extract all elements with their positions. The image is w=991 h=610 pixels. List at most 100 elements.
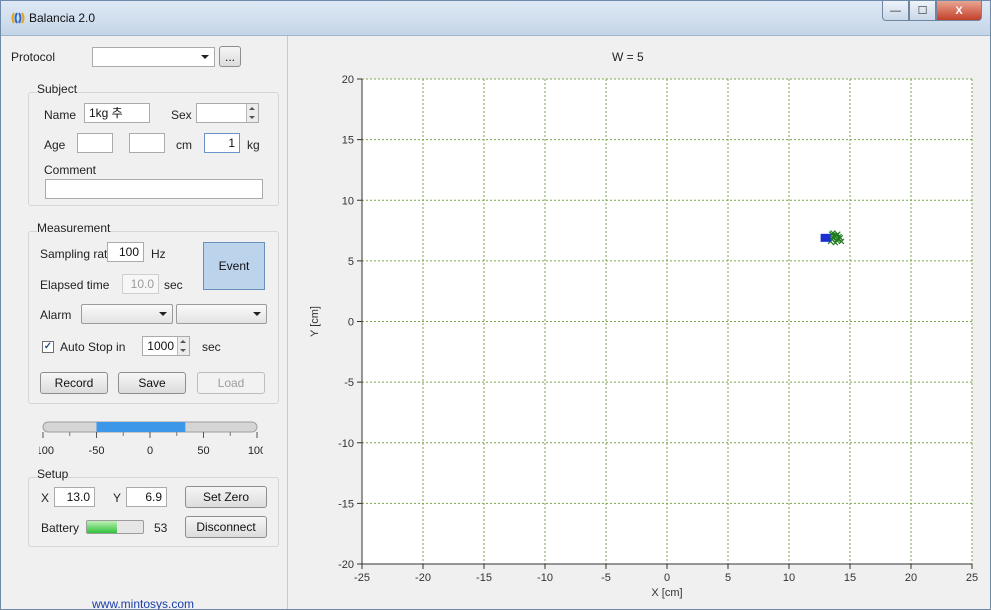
down-arrow-icon — [180, 349, 186, 352]
x-tick-label: 5 — [725, 572, 731, 584]
subject-title: Subject — [37, 82, 78, 96]
app-logo-icon — [11, 12, 25, 24]
auto-stop-checkbox[interactable]: ✓ — [42, 341, 54, 353]
range-slider[interactable]: -100 -50 0 50 100 — [39, 418, 263, 464]
trace-point — [829, 234, 836, 241]
title-bar[interactable]: Balancia 2.0 — ☐ X — [1, 1, 990, 36]
load-button: Load — [197, 372, 265, 394]
range-selection[interactable] — [96, 422, 186, 432]
y-tick-label: 10 — [342, 195, 354, 207]
name-input[interactable]: 1kg 추 — [84, 103, 150, 123]
y-label: Y — [113, 491, 122, 505]
y-tick-label: -15 — [338, 498, 354, 510]
y-tick-label: -20 — [338, 559, 354, 571]
alarm-label: Alarm — [40, 308, 72, 322]
x-value: 13.0 — [54, 487, 95, 507]
maximize-button[interactable]: ☐ — [909, 1, 936, 21]
comment-input[interactable] — [45, 179, 263, 199]
weight-unit: kg — [247, 138, 260, 152]
event-button[interactable]: Event — [203, 242, 265, 290]
chevron-down-icon — [159, 312, 167, 316]
up-arrow-icon — [180, 340, 186, 343]
elapsed-time-input: 10.0 — [122, 274, 159, 294]
set-zero-button[interactable]: Set Zero — [185, 486, 267, 508]
x-tick-label: -20 — [415, 572, 431, 584]
chevron-down-icon — [253, 312, 261, 316]
x-tick-label: 0 — [664, 572, 670, 584]
y-axis-label: Y [cm] — [309, 306, 321, 337]
age-input[interactable] — [77, 133, 113, 153]
x-tick-label: 25 — [966, 572, 978, 584]
protocol-dropdown[interactable] — [92, 47, 215, 67]
y-tick-label: 15 — [342, 135, 354, 147]
sampling-rate-unit: Hz — [151, 247, 166, 261]
auto-stop-unit: sec — [202, 340, 221, 354]
x-tick-label: -25 — [354, 572, 370, 584]
range-tick-label: -100 — [39, 445, 54, 457]
trace-point — [834, 236, 841, 242]
range-tick-label: 100 — [248, 445, 263, 457]
range-tick-label: -50 — [89, 445, 105, 457]
y-tick-label: -10 — [338, 438, 354, 450]
elapsed-time-unit: sec — [164, 278, 183, 292]
x-tick-label: -10 — [537, 572, 553, 584]
range-tick-label: 0 — [147, 445, 153, 457]
protocol-label: Protocol — [11, 50, 56, 64]
chevron-down-icon — [201, 55, 209, 59]
x-tick-label: 15 — [844, 572, 856, 584]
height-input[interactable] — [129, 133, 165, 153]
battery-fill — [87, 521, 117, 533]
battery-value: 53 — [154, 521, 168, 535]
sampling-rate-input[interactable]: 100 — [107, 242, 144, 262]
trace-point — [833, 232, 840, 239]
record-button[interactable]: Record — [40, 372, 108, 394]
window-title: Balancia 2.0 — [29, 11, 96, 25]
trace-point — [838, 238, 845, 245]
up-arrow-icon — [249, 107, 255, 110]
close-button[interactable]: X — [936, 1, 982, 21]
x-tick-label: 10 — [783, 572, 795, 584]
y-tick-label: 5 — [348, 256, 354, 268]
disconnect-button[interactable]: Disconnect — [185, 516, 267, 538]
cop-marker — [820, 233, 831, 242]
range-tick-label: 50 — [197, 445, 209, 457]
setup-title: Setup — [37, 467, 69, 481]
sex-label: Sex — [171, 108, 192, 122]
sex-stepper[interactable] — [246, 104, 258, 122]
subject-group: Subject Name 1kg 추 Sex Age cm 1 kg Comme… — [28, 82, 279, 206]
plot-header: W = 5 — [612, 50, 644, 64]
comment-label: Comment — [44, 163, 97, 177]
auto-stop-label: Auto Stop in — [60, 340, 126, 354]
auto-stop-value: 1000 — [147, 339, 174, 353]
name-label: Name — [44, 108, 77, 122]
cop-chart[interactable]: -25 -20 -15 -10 -5 0 5 10 15 20 25-20-15-10-505101… — [288, 36, 990, 609]
auto-stop-stepper[interactable] — [177, 337, 189, 355]
age-label: Age — [44, 138, 66, 152]
weight-input[interactable]: 1 — [204, 133, 240, 153]
protocol-browse-button[interactable]: ... — [219, 46, 241, 67]
x-tick-label: -5 — [601, 572, 611, 584]
battery-bar — [86, 520, 144, 534]
sex-spinbox[interactable] — [196, 103, 259, 123]
auto-stop-spinbox[interactable]: 1000 — [142, 336, 190, 356]
save-button[interactable]: Save — [118, 372, 186, 394]
elapsed-time-label: Elapsed time — [40, 278, 110, 292]
down-arrow-icon — [249, 116, 255, 119]
minimize-button[interactable]: — — [882, 1, 909, 21]
plot-area: W = 5 -25 -20 -15 -10 -5 0 5 10 15 20 25 -20 -15 -10-… — [288, 36, 990, 609]
trace-point — [832, 239, 839, 246]
setup-group: Setup X 13.0 Y 6.9 Set Zero Battery 53 D… — [28, 467, 279, 547]
sampling-rate-label: Sampling rate — [40, 247, 115, 261]
height-unit: cm — [176, 138, 192, 152]
y-value: 6.9 — [126, 487, 167, 507]
y-tick-label: 20 — [342, 74, 354, 86]
control-panel: Protocol ... Subject Name 1kg 추 Sex Age … — [1, 36, 288, 610]
alarm-dropdown-2[interactable] — [176, 304, 267, 324]
x-tick-label: -15 — [476, 572, 492, 584]
alarm-dropdown-1[interactable] — [81, 304, 173, 324]
x-label: X — [41, 491, 50, 505]
x-axis-label: X [cm] — [651, 587, 682, 599]
measurement-group: Measurement Sampling rate 100 Hz Event E… — [28, 221, 279, 404]
website-link[interactable]: www.mintosys.com — [92, 597, 195, 610]
